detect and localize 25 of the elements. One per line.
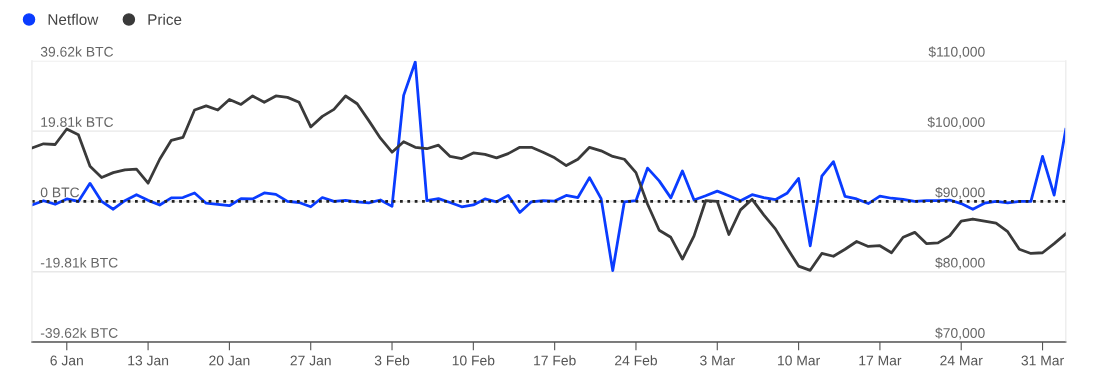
- x-tick-label: 10 Feb: [452, 355, 495, 366]
- x-tick-label: 3 Mar: [700, 355, 735, 366]
- y2-tick-label: $70,000: [935, 327, 985, 340]
- y-tick-label: -39.62k BTC: [40, 327, 118, 338]
- y-tick-label: -19.81k BTC: [40, 257, 118, 268]
- legend-label: Price: [148, 13, 182, 25]
- y-tick-label: 19.81k BTC: [41, 116, 114, 127]
- x-tick-label: 17 Mar: [859, 355, 902, 366]
- x-tick-label: 6 Jan: [50, 355, 83, 366]
- y-tick-label: 39.62k BTC: [40, 46, 114, 57]
- x-tick-label: 31 Mar: [1021, 355, 1064, 366]
- x-tick-label: 10 Mar: [778, 355, 820, 366]
- x-tick-label: 24 Feb: [615, 355, 658, 366]
- x-tick-label: 13 Jan: [128, 355, 169, 366]
- x-tick-label: 3 Feb: [374, 355, 410, 366]
- x-tick-label: 20 Jan: [209, 355, 250, 366]
- legend-label: Netflow: [48, 13, 99, 25]
- y2-tick-label: $100,000: [927, 116, 985, 129]
- y-tick-label: 0 BTC: [40, 187, 80, 198]
- y2-tick-label: $90,000: [935, 186, 985, 199]
- y2-tick-label: $80,000: [935, 257, 985, 270]
- x-tick-label: 24 Mar: [940, 355, 983, 366]
- x-tick-label: 17 Feb: [534, 355, 576, 366]
- y2-tick-label: $110,000: [928, 46, 985, 59]
- x-tick-label: 27 Jan: [290, 355, 331, 366]
